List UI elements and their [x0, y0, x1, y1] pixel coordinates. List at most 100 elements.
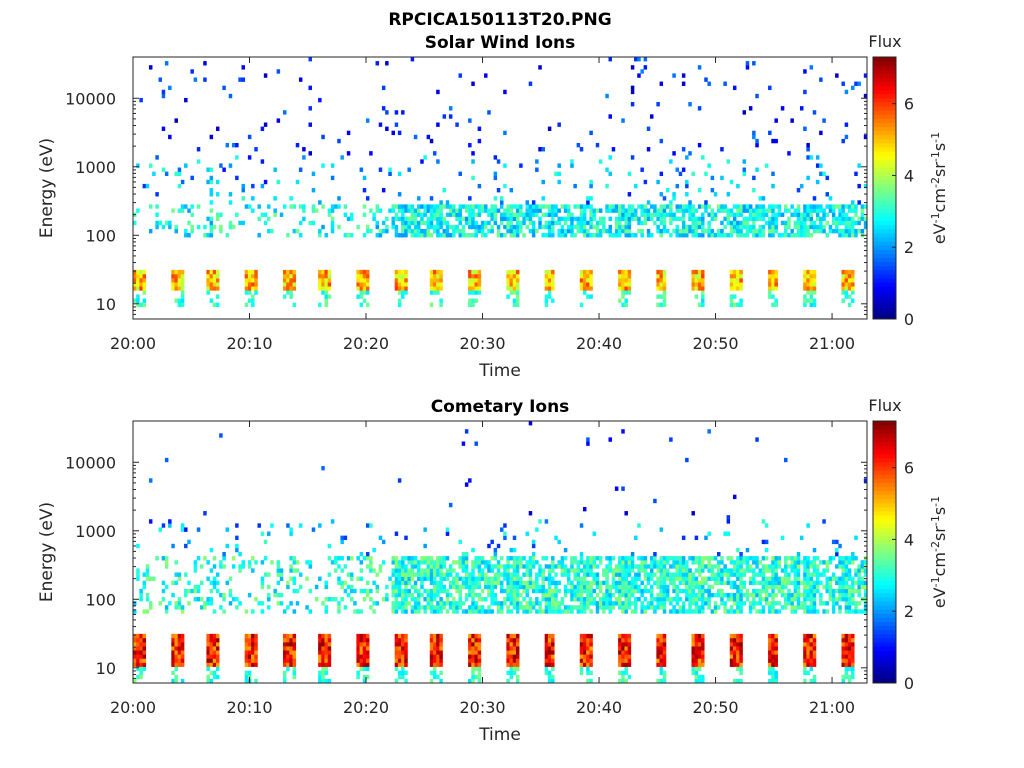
spectrogram-cell	[589, 212, 593, 217]
spectrogram-cell	[681, 564, 686, 569]
spectrogram-cell	[267, 531, 271, 536]
spectrogram-cell	[752, 212, 756, 217]
spectrogram-cell	[404, 564, 408, 569]
spectrogram-cell	[851, 654, 855, 659]
spectrogram-cell	[512, 302, 517, 308]
spectrogram-cell	[630, 65, 635, 70]
spectrogram-cell	[554, 572, 558, 577]
spectrogram-cell	[289, 290, 293, 295]
spectrogram-cell	[429, 216, 434, 222]
spectrogram-cell	[231, 556, 236, 561]
spectrogram-cell	[621, 208, 625, 213]
spectrogram-cell	[742, 171, 747, 177]
spectrogram-cell	[136, 278, 140, 283]
spectrogram-cell	[720, 576, 724, 581]
spectrogram-cell	[531, 212, 536, 217]
spectrogram-cell	[321, 278, 325, 283]
spectrogram-cell	[675, 576, 680, 581]
spectrogram-cell	[385, 126, 389, 131]
spectrogram-cell	[426, 134, 431, 140]
spectrogram-cell	[519, 601, 523, 606]
spectrogram-cell	[263, 73, 268, 78]
spectrogram-cell	[576, 216, 581, 222]
spectrogram-cell	[857, 216, 861, 222]
spectrogram-cell	[851, 298, 855, 303]
spectrogram-cell	[410, 560, 415, 565]
spectrogram-cell	[774, 584, 778, 590]
spectrogram-cell	[694, 294, 699, 299]
spectrogram-cell	[506, 282, 510, 287]
spectrogram-cell	[139, 654, 143, 659]
spectrogram-cell	[768, 580, 772, 586]
spectrogram-cell	[608, 155, 612, 160]
spectrogram-cell	[477, 609, 482, 614]
spectrogram-cell	[605, 592, 609, 598]
spectrogram-cell	[799, 106, 804, 111]
spectrogram-cell	[461, 228, 466, 234]
spectrogram-cell	[404, 678, 408, 684]
spectrogram-cell	[745, 208, 750, 213]
spectrogram-cell	[308, 564, 313, 569]
spectrogram-cell	[439, 278, 443, 283]
spectrogram-cell	[634, 212, 638, 217]
spectrogram-cell	[812, 560, 817, 565]
spectrogram-cell	[656, 282, 660, 287]
spectrogram-cell	[212, 637, 217, 643]
spectrogram-cell	[643, 605, 648, 610]
spectrogram-cell	[624, 666, 628, 672]
spectrogram-cell	[768, 670, 772, 676]
spectrogram-cell	[509, 273, 514, 279]
spectrogram-cell	[458, 228, 462, 234]
spectrogram-cell	[471, 220, 475, 226]
spectrogram-cell	[618, 633, 622, 639]
spectrogram-cell	[681, 204, 686, 209]
spectrogram-cell	[841, 584, 845, 590]
x-tick-label: 20:10	[226, 334, 272, 353]
spectrogram-cell	[142, 584, 147, 590]
spectrogram-cell	[378, 208, 383, 213]
spectrogram-cell	[442, 556, 447, 561]
spectrogram-cell	[468, 282, 472, 287]
spectrogram-cell	[477, 642, 482, 647]
spectrogram-cell	[321, 646, 325, 651]
spectrogram-cell	[184, 163, 188, 168]
spectrogram-cell	[544, 605, 549, 610]
spectrogram-cell	[812, 286, 817, 291]
spectrogram-cell	[825, 175, 829, 181]
spectrogram-cell	[477, 208, 482, 213]
spectrogram-cell	[745, 65, 750, 70]
panel-title: Cometary Ions	[431, 397, 570, 417]
spectrogram-cell	[531, 228, 536, 234]
spectrogram-cell	[391, 216, 395, 222]
spectrogram-cell	[544, 670, 549, 676]
spectrogram-cell	[755, 592, 759, 598]
spectrogram-cell	[496, 224, 501, 230]
spectrogram-cell	[423, 527, 427, 532]
spectrogram-cell	[643, 57, 648, 62]
spectrogram-cell	[803, 269, 807, 275]
spectrogram-cell	[222, 167, 226, 172]
spectrogram-cell	[477, 556, 482, 561]
spectrogram-cell	[589, 601, 593, 606]
spectrogram-cell	[174, 605, 178, 610]
spectrogram-cell	[828, 576, 833, 581]
spectrogram-cell	[736, 183, 740, 189]
spectrogram-cell	[139, 278, 143, 283]
spectrogram-cell	[847, 273, 852, 279]
spectrogram-cell	[618, 650, 622, 655]
spectrogram-cell	[324, 650, 328, 655]
spectrogram-cell	[547, 597, 552, 602]
spectrogram-cell	[212, 278, 217, 283]
spectrogram-cell	[704, 580, 708, 586]
spectrogram-cell	[736, 547, 740, 553]
spectrogram-cell	[161, 523, 166, 528]
spectrogram-cell	[244, 204, 249, 209]
spectrogram-cell	[614, 233, 619, 238]
spectrogram-cell	[512, 646, 517, 651]
spectrogram-cell	[739, 228, 743, 234]
spectrogram-cell	[649, 114, 654, 119]
spectrogram-cell	[282, 282, 287, 287]
spectrogram-cell	[500, 584, 504, 590]
spectrogram-cell	[586, 572, 590, 577]
